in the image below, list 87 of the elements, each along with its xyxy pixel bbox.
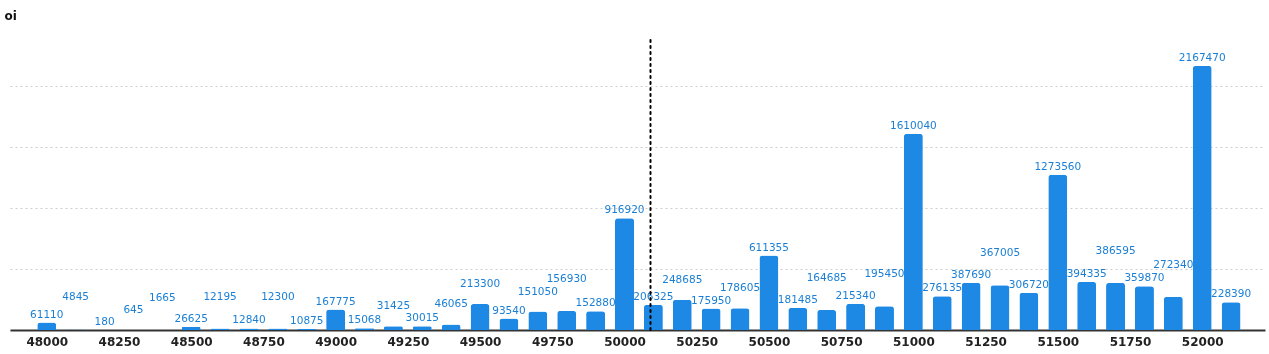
x-tick-label: 49000 [315,334,358,349]
data-label: 26625 [174,311,208,324]
bar [326,309,346,330]
x-tick-label: 49250 [387,334,430,349]
data-label: 180 [94,314,115,327]
data-label: 611355 [748,240,789,253]
bar [470,304,490,330]
data-label: 367005 [979,246,1021,259]
data-label: 276135 [922,281,963,294]
bar [615,218,634,330]
bar [1019,292,1039,330]
data-label: 10875 [290,313,324,326]
bar [1106,282,1126,330]
x-tick-label: 51250 [965,334,1007,349]
data-label: 30015 [405,311,439,324]
data-label: 206325 [633,289,674,302]
y-axis-title: oi [4,8,17,23]
data-label: 387690 [951,267,992,280]
bar [1134,286,1154,330]
data-label: 1273560 [1034,159,1082,172]
bar [586,311,606,330]
data-label: 394335 [1066,266,1107,279]
bar [759,255,779,330]
bar [903,133,923,330]
data-label: 248685 [662,272,703,285]
data-label: 306720 [1008,277,1049,290]
data-label: 213300 [460,277,501,290]
x-tick-label: 50250 [676,334,719,349]
data-label: 228390 [1211,287,1252,300]
x-tick-label: 50500 [748,334,791,349]
x-tick-label: 48500 [170,334,213,349]
x-tick-label: 50000 [604,334,646,349]
bar [990,285,1010,330]
data-label: 181485 [777,292,818,305]
bar [1221,302,1241,330]
bar [788,307,808,330]
data-label: 12195 [203,289,237,302]
data-label: 164685 [806,270,847,283]
data-label: 93540 [492,303,526,316]
x-tick-label: 49750 [531,334,574,349]
data-label: 12300 [261,289,295,302]
data-label: 175950 [691,293,732,306]
bar [1048,174,1068,330]
data-label: 645 [123,302,144,315]
data-label: 31425 [376,299,411,312]
data-label: 167775 [315,294,356,307]
data-label: 272340 [1153,257,1194,270]
data-label: 195450 [864,267,905,280]
bar [1163,296,1183,330]
data-label: 215340 [835,288,876,301]
x-tick-label: 49500 [459,334,502,349]
data-label: 1665 [148,290,176,303]
data-label: 386595 [1095,243,1136,256]
bar [499,318,519,330]
bar [672,299,692,330]
data-label: 178605 [720,281,761,294]
bar [874,306,894,330]
bar [846,303,866,330]
data-label: 151050 [517,284,558,297]
x-tick-label: 48000 [26,334,69,349]
bar [961,282,981,330]
data-label: 1610040 [889,118,937,131]
x-tick-label: 52000 [1181,334,1224,349]
bar [932,296,952,330]
bar [528,311,548,330]
bar [701,308,721,330]
x-tick-label: 48250 [98,334,141,349]
bar [557,310,577,330]
data-label: 46065 [434,297,468,310]
x-tick-label: 51000 [892,334,935,349]
bar [1077,281,1097,330]
x-tick-label: 51750 [1109,334,1152,349]
data-label: 15068 [347,313,382,326]
data-label: 359870 [1124,271,1165,284]
data-label: 61110 [30,307,64,320]
data-label: 152880 [575,296,616,309]
data-label: 156930 [546,271,587,284]
x-tick-label: 51500 [1037,334,1080,349]
data-label: 916920 [604,203,645,216]
data-label: 4845 [62,290,90,303]
x-tick-label: 50750 [820,334,863,349]
data-label: 12840 [232,313,266,326]
bar [1192,65,1212,330]
data-label: 2167470 [1178,50,1226,63]
bar [817,309,837,330]
x-tick-label: 48750 [243,334,285,349]
bar [730,308,750,330]
